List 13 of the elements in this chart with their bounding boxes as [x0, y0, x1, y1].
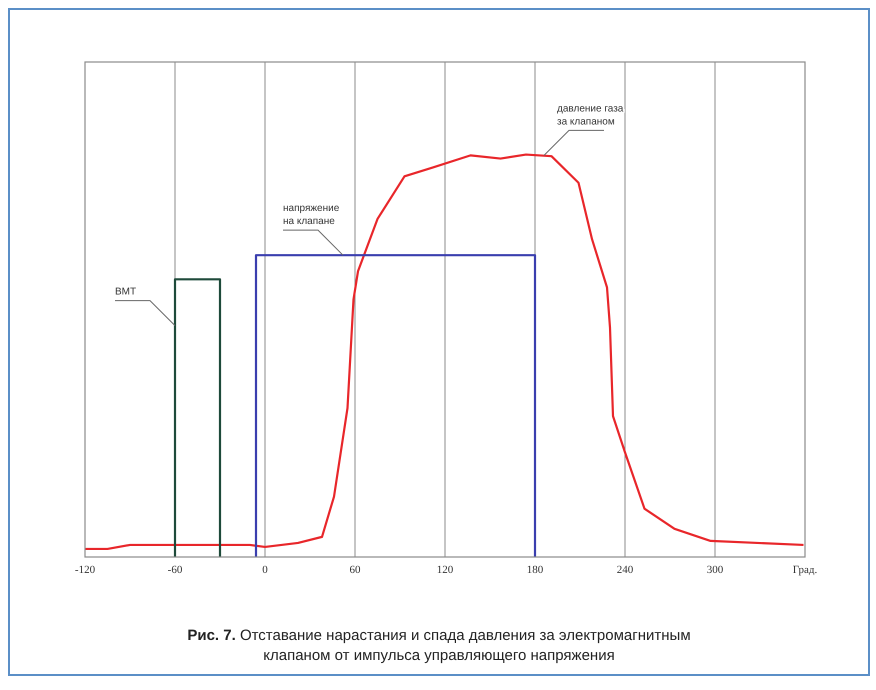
x-tick-label: 60 — [350, 564, 361, 576]
text: Рис. 7. Отставание нарастания и спада давления за электромагнитным клапаном от импульса управляющего напряжения — [186, 626, 692, 666]
x-tick-label: 120 — [436, 564, 454, 576]
annotation: давление газа за клапаном — [557, 103, 624, 128]
annotation: напряжение на клапане — [283, 203, 340, 228]
x-tick-label: -120 — [74, 564, 96, 576]
annotation: ВМТ — [115, 286, 136, 298]
x-tick-label: 240 — [616, 564, 634, 576]
x-tick-label: 0 — [262, 564, 268, 576]
x-tick-label: Град. — [792, 564, 818, 576]
x-tick-label: -60 — [168, 564, 183, 576]
x-tick-label: 180 — [526, 564, 544, 576]
x-tick-label: 300 — [706, 564, 724, 576]
